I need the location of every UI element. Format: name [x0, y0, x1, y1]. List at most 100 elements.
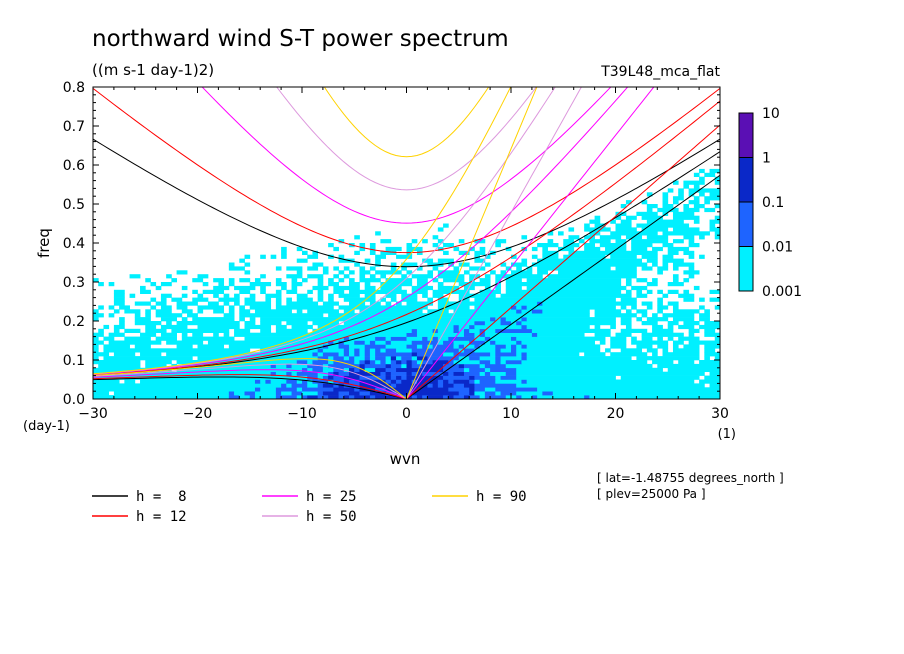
heatmap-cell: [375, 258, 381, 263]
heatmap-cell: [369, 301, 381, 306]
heatmap-cell: [390, 356, 397, 361]
heatmap-cell: [239, 317, 245, 322]
heatmap-cell: [427, 356, 460, 361]
heatmap-cell: [354, 235, 360, 240]
heatmap-cell: [484, 336, 491, 341]
chart-subtitle: ((m s-1 day-1)2): [92, 61, 214, 79]
heatmap-cell: [437, 328, 454, 333]
heatmap-cell: [709, 227, 720, 232]
heatmap-cell: [228, 266, 245, 271]
heatmap-cell: [291, 285, 298, 291]
heatmap-cell: [343, 395, 350, 399]
heatmap-cell: [228, 395, 240, 399]
heatmap-cell: [484, 363, 507, 369]
run-label: T39L48_mca_flat: [600, 64, 720, 80]
heatmap-cell: [490, 336, 512, 341]
heatmap-cell: [369, 274, 376, 279]
heatmap-cell: [500, 321, 512, 326]
heatmap-cell: [317, 282, 324, 287]
heatmap-cell: [134, 321, 162, 326]
heatmap-cell: [333, 367, 345, 372]
heatmap-cell: [432, 278, 439, 283]
heatmap-cell: [505, 278, 522, 283]
heatmap-cell: [307, 363, 324, 369]
heatmap-cell: [291, 363, 308, 369]
heatmap-cell: [625, 215, 637, 220]
heatmap-cell: [369, 360, 376, 365]
heatmap-cell: [505, 317, 522, 322]
heatmap-cell: [620, 348, 643, 353]
heatmap-cell: [265, 293, 282, 298]
heatmap-cell: [349, 356, 355, 361]
heatmap-cell: [537, 266, 611, 271]
heatmap-cell: [411, 274, 434, 279]
heatmap-cell: [427, 309, 449, 314]
heatmap-cell: [113, 309, 120, 314]
heatmap-cell: [704, 344, 720, 349]
x-tick-label: −10: [287, 406, 317, 422]
heatmap-cell: [416, 356, 428, 361]
heatmap-cell: [490, 317, 496, 322]
heatmap-cell: [662, 254, 674, 259]
heatmap-cell: [270, 379, 287, 384]
heatmap-cell: [599, 235, 622, 240]
heatmap-cell: [474, 250, 486, 255]
heatmap-cell: [333, 289, 345, 294]
heatmap-cell: [448, 387, 470, 392]
heatmap-cell: [375, 231, 381, 236]
heatmap-cell: [505, 282, 622, 287]
heatmap-cell: [714, 336, 720, 341]
heatmap-cell: [244, 297, 256, 302]
heatmap-cell: [469, 391, 475, 396]
heatmap-cell: [667, 367, 720, 372]
heatmap-cell: [657, 270, 663, 275]
heatmap-cell: [396, 367, 444, 372]
heatmap-cell: [672, 309, 700, 314]
heatmap-cell: [631, 246, 648, 252]
heatmap-cell: [542, 391, 554, 396]
heatmap-cell: [484, 328, 496, 333]
heatmap-cell: [484, 371, 491, 376]
heatmap-cell: [328, 293, 334, 298]
heatmap-cell: [631, 336, 637, 341]
heatmap-cell: [364, 363, 386, 369]
heatmap-cell: [631, 285, 648, 291]
heatmap-cell: [678, 324, 695, 330]
heatmap-cell: [448, 395, 454, 399]
heatmap-cell: [542, 301, 637, 306]
heatmap-cell: [286, 289, 298, 294]
heatmap-cell: [244, 301, 272, 306]
heatmap-cell: [688, 274, 695, 279]
heatmap-cell: [129, 293, 136, 298]
heatmap-cell: [610, 219, 616, 224]
heatmap-cell: [469, 266, 486, 271]
heatmap-cell: [693, 196, 700, 201]
kelvin-wave-curve: [406, 87, 538, 399]
heatmap-cell: [401, 375, 407, 380]
heatmap-cell: [672, 196, 684, 201]
heatmap-cell: [547, 274, 637, 279]
heatmap-cell: [390, 297, 397, 302]
heatmap-cell: [160, 293, 172, 298]
heatmap-cell: [349, 391, 360, 396]
heatmap-cell: [437, 258, 454, 263]
heatmap-cell: [171, 328, 230, 333]
heatmap-cell: [307, 274, 324, 279]
heatmap-cell: [396, 379, 402, 384]
heatmap-cell: [531, 246, 538, 252]
heatmap-cell: [625, 289, 632, 294]
x-tick-label: 0: [402, 406, 411, 422]
heatmap-cell: [192, 317, 235, 322]
heatmap-cell: [662, 204, 674, 209]
heatmap-cell: [479, 344, 496, 349]
heatmap-cell: [672, 215, 700, 220]
heatmap-cell: [688, 243, 700, 248]
heatmap-cell: [328, 360, 334, 365]
heatmap-cell: [448, 379, 454, 384]
heatmap-cell: [181, 317, 188, 322]
heatmap-cell: [714, 215, 720, 220]
heatmap-cell: [375, 387, 386, 392]
heatmap-cell: [443, 383, 454, 388]
heatmap-cell: [505, 344, 512, 349]
heatmap-cell: [343, 321, 475, 326]
